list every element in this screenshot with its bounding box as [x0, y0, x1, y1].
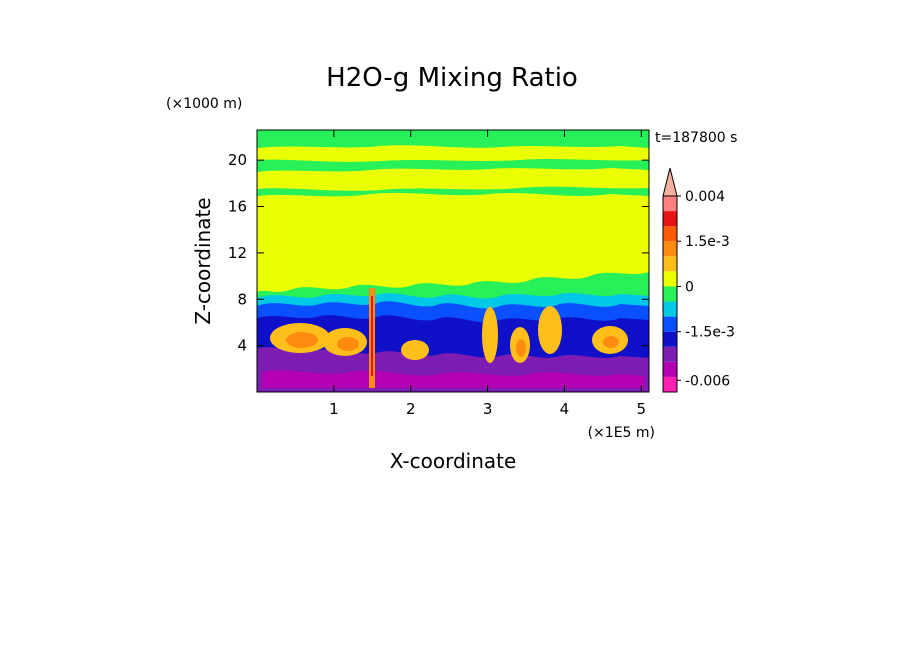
- colorbar-label: 1.5e-3: [685, 234, 730, 250]
- mid-yellow-mass: [257, 192, 649, 292]
- colorbar-swatch: [663, 256, 677, 272]
- y-tick-label: 12: [228, 244, 247, 262]
- colorbar-extend-arrow: [662, 167, 678, 197]
- x-tick-label: 4: [560, 400, 570, 418]
- x-axis: 1 2 3 4 5: [329, 130, 646, 418]
- colorbar-swatch: [663, 271, 677, 287]
- colorbar-swatch: [663, 226, 677, 242]
- time-label: t=187800 s: [655, 130, 737, 146]
- x-axis-label: X-coordinate: [390, 449, 517, 473]
- x-tick-label: 3: [483, 400, 493, 418]
- colorbar-swatch: [663, 346, 677, 362]
- plume-orange: [286, 332, 318, 348]
- upper-yellow-band: [257, 168, 649, 191]
- y-axis: 4 8 12 16 20: [228, 151, 649, 355]
- colorbar-swatch: [663, 241, 677, 257]
- y-axis-label: Z-coordinate: [191, 197, 215, 324]
- colorbar-swatch: [663, 376, 677, 392]
- colorbar-swatch: [663, 301, 677, 317]
- colorbar-swatch: [663, 316, 677, 332]
- colorbar-label: 0: [685, 279, 694, 295]
- x-unit-label: (×1E5 m): [588, 425, 655, 441]
- colorbar-frame: [662, 195, 678, 393]
- plume-orange: [482, 307, 498, 363]
- plume-orange: [516, 339, 526, 357]
- x-tick-label: 5: [637, 400, 647, 418]
- colorbar-swatch: [663, 331, 677, 347]
- plot-frame: [256, 129, 650, 393]
- upper-yellow-band: [257, 145, 649, 162]
- colorbar-label: 0.004: [685, 189, 725, 205]
- y-tick-label: 4: [237, 337, 247, 355]
- plume-column: [371, 296, 373, 376]
- y-tick-label: 16: [228, 198, 247, 216]
- y-unit-label: (×1000 m): [166, 96, 242, 112]
- x-tick-label: 1: [329, 400, 339, 418]
- magenta-pocket: [262, 370, 645, 388]
- colorbar-swatch: [663, 286, 677, 302]
- y-tick-label: 8: [237, 290, 247, 308]
- plume-orange: [538, 306, 562, 354]
- y-tick-label: 20: [228, 151, 247, 169]
- chart-title: H2O-g Mixing Ratio: [326, 63, 578, 93]
- plume-orange: [401, 340, 429, 360]
- plume-orange: [603, 336, 619, 348]
- contour-field: [257, 130, 649, 392]
- colorbar-label: -1.5e-3: [685, 325, 735, 341]
- plume-orange: [337, 337, 359, 351]
- colorbar-swatch: [663, 196, 677, 212]
- colorbar: 0.004 1.5e-3 0 -1.5e-3 -0.006: [662, 167, 735, 393]
- colorbar-swatch: [663, 361, 677, 377]
- colorbar-label: -0.006: [685, 373, 730, 389]
- colorbar-swatch: [663, 211, 677, 227]
- x-tick-label: 2: [406, 400, 416, 418]
